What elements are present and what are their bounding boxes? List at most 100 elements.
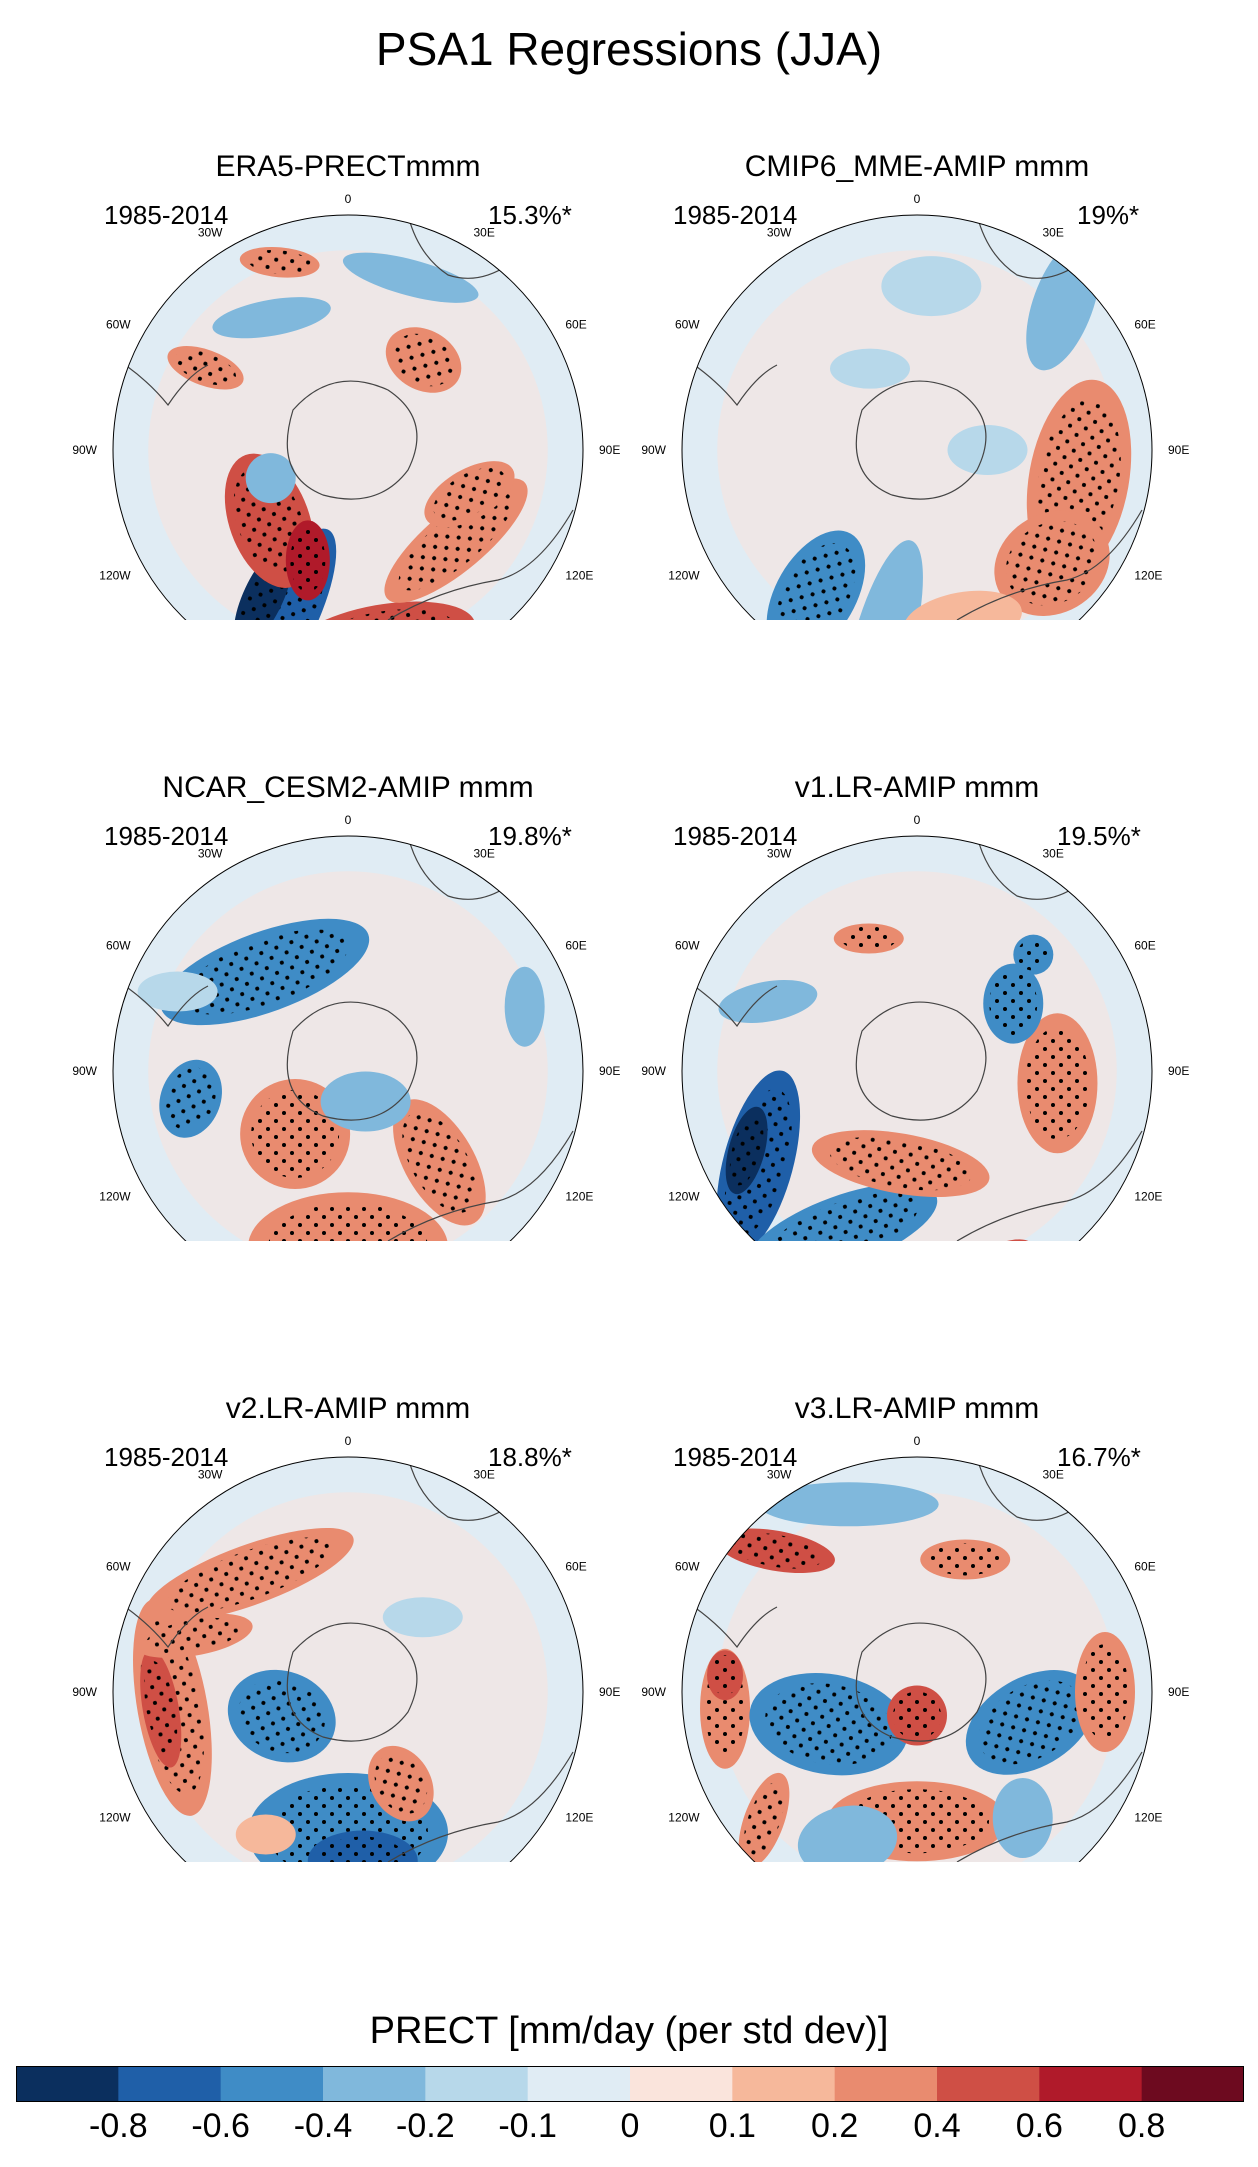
figure-title: PSA1 Regressions (JJA) bbox=[375, 23, 883, 75]
significance-stipple bbox=[978, 1680, 1083, 1765]
longitude-label: 120E bbox=[565, 569, 593, 583]
longitude-label: 30E bbox=[1043, 226, 1064, 240]
significance-stipple bbox=[743, 1782, 785, 1859]
map-boundary bbox=[681, 1456, 1153, 1862]
significance-stipple bbox=[144, 1661, 178, 1756]
colorbar-tick-label: 0 bbox=[620, 2107, 640, 2145]
longitude-label: 30W bbox=[198, 1468, 223, 1482]
significance-stipple bbox=[829, 1136, 972, 1191]
longitude-label: 60W bbox=[675, 318, 700, 332]
colorbar-tick-label: -0.2 bbox=[396, 2107, 455, 2145]
significance-stipple bbox=[268, 1203, 428, 1241]
colorbar-tick-label: -0.1 bbox=[498, 2107, 557, 2145]
significance-stipple bbox=[840, 926, 897, 951]
coastline-africa bbox=[407, 215, 509, 279]
period-label: 1985-2014 bbox=[673, 1442, 798, 1472]
longitude-label: 90E bbox=[599, 1064, 620, 1078]
coastline-australia bbox=[387, 1751, 574, 1862]
explained-variance: 18.8%* bbox=[488, 1442, 572, 1472]
anomaly-region bbox=[947, 425, 1028, 475]
explained-variance: 19.8%* bbox=[488, 821, 572, 851]
colorbar-segment bbox=[118, 2066, 222, 2102]
longitude-label: 60E bbox=[565, 939, 586, 953]
period-label: 1985-2014 bbox=[104, 821, 229, 851]
longitude-label: 120W bbox=[99, 1190, 131, 1204]
panel-ncar-cesm2: 030E60E90E120E150E180150W120W90W60W30W N… bbox=[48, 621, 648, 1241]
significance-stipple bbox=[929, 1543, 1002, 1576]
coastline-antarctica bbox=[855, 380, 987, 500]
significance-stipple bbox=[290, 528, 326, 593]
significance-stipple bbox=[1017, 938, 1050, 971]
panel-title: NCAR_CESM2-AMIP mmm bbox=[162, 771, 534, 804]
colorbar-tick-label: 0.1 bbox=[708, 2107, 756, 2145]
significance-stipple bbox=[374, 1753, 428, 1814]
period-label: 1985-2014 bbox=[673, 821, 798, 851]
significance-stipple bbox=[893, 1691, 941, 1740]
panel-v3-lr: 030E60E90E120E150E180150W120W90W60W30W v… bbox=[617, 1242, 1217, 1862]
longitude-label: 90W bbox=[72, 443, 97, 457]
explained-variance: 15.3%* bbox=[488, 200, 572, 230]
significance-stipple bbox=[166, 1537, 333, 1613]
longitude-label: 90W bbox=[641, 443, 666, 457]
colorbar-segment bbox=[323, 2066, 426, 2102]
longitude-label: 120E bbox=[1134, 1811, 1162, 1825]
anomaly-region bbox=[992, 1778, 1053, 1859]
longitude-label: 0 bbox=[914, 1434, 921, 1448]
longitude-label: 90E bbox=[599, 443, 620, 457]
panel-v1-lr: 030E60E90E120E150E180150W120W90W60W30W v… bbox=[617, 621, 1217, 1241]
explained-variance: 19.5%* bbox=[1057, 821, 1141, 851]
colorbar-segment bbox=[732, 2066, 836, 2102]
longitude-label: 30W bbox=[198, 226, 223, 240]
longitude-label: 90W bbox=[72, 1064, 97, 1078]
map-boundary bbox=[112, 835, 584, 1241]
significance-stipple bbox=[398, 490, 514, 591]
map-boundary bbox=[112, 214, 584, 620]
longitude-label: 60W bbox=[106, 1560, 131, 1574]
longitude-label: 90W bbox=[641, 1064, 666, 1078]
polar-map: 030E60E90E120E150E180150W120W90W60W30W bbox=[641, 192, 1189, 620]
polar-map: 030E60E90E120E150E180150W120W90W60W30W bbox=[641, 813, 1189, 1241]
field-layer bbox=[682, 836, 1152, 1241]
panel-v2-lr: 030E60E90E120E150E180150W120W90W60W30W v… bbox=[48, 1242, 648, 1862]
longitude-label: 60E bbox=[565, 1560, 586, 1574]
significance-stipple bbox=[165, 1067, 216, 1130]
longitude-label: 30E bbox=[474, 226, 495, 240]
polar-map: 030E60E90E120E150E180150W120W90W60W30W bbox=[72, 1434, 620, 1862]
significance-stipple bbox=[175, 350, 237, 386]
panel-title: ERA5-PRECTmmm bbox=[215, 150, 481, 183]
longitude-label: 30W bbox=[767, 1468, 792, 1482]
period-label: 1985-2014 bbox=[104, 1442, 229, 1472]
colorbar-tick-label: 0.6 bbox=[1015, 2107, 1063, 2145]
colorbar bbox=[16, 2066, 1244, 2102]
panel-cmip6-mme: 030E60E90E120E150E180150W120W90W60W30W C… bbox=[617, 0, 1217, 620]
longitude-label: 30E bbox=[474, 1468, 495, 1482]
longitude-label: 120E bbox=[565, 1190, 593, 1204]
coastline-africa bbox=[976, 1457, 1078, 1521]
longitude-label: 0 bbox=[345, 1434, 352, 1448]
anomaly-region bbox=[718, 979, 818, 1024]
longitude-label: 60E bbox=[565, 318, 586, 332]
longitude-label: 120W bbox=[668, 569, 700, 583]
longitude-label: 90W bbox=[641, 1685, 666, 1699]
coastline-africa bbox=[976, 215, 1078, 279]
polar-map: 030E60E90E120E150E180150W120W90W60W30W bbox=[72, 192, 620, 620]
significance-stipple bbox=[765, 1683, 893, 1766]
panel-title: v1.LR-AMIP mmm bbox=[794, 771, 1040, 804]
longitude-label: 30E bbox=[1043, 1468, 1064, 1482]
colorbar-tick-label: -0.8 bbox=[89, 2107, 148, 2145]
significance-stipple bbox=[402, 1111, 477, 1213]
significance-stipple bbox=[776, 543, 856, 620]
panel-title: CMIP6_MME-AMIP mmm bbox=[744, 150, 1090, 183]
significance-stipple bbox=[710, 1655, 740, 1696]
anomaly-region bbox=[830, 348, 910, 389]
field-layer bbox=[113, 1457, 583, 1862]
significance-stipple bbox=[181, 929, 349, 1015]
significance-stipple bbox=[729, 1115, 764, 1186]
significance-stipple bbox=[433, 467, 506, 521]
coastline-antarctica bbox=[286, 380, 418, 500]
panel-title: v2.LR-AMIP mmm bbox=[225, 1392, 471, 1425]
anomaly-region bbox=[841, 540, 923, 620]
field-layer bbox=[113, 836, 583, 1241]
field-layer bbox=[682, 215, 1152, 620]
explained-variance: 16.7%* bbox=[1057, 1442, 1141, 1472]
